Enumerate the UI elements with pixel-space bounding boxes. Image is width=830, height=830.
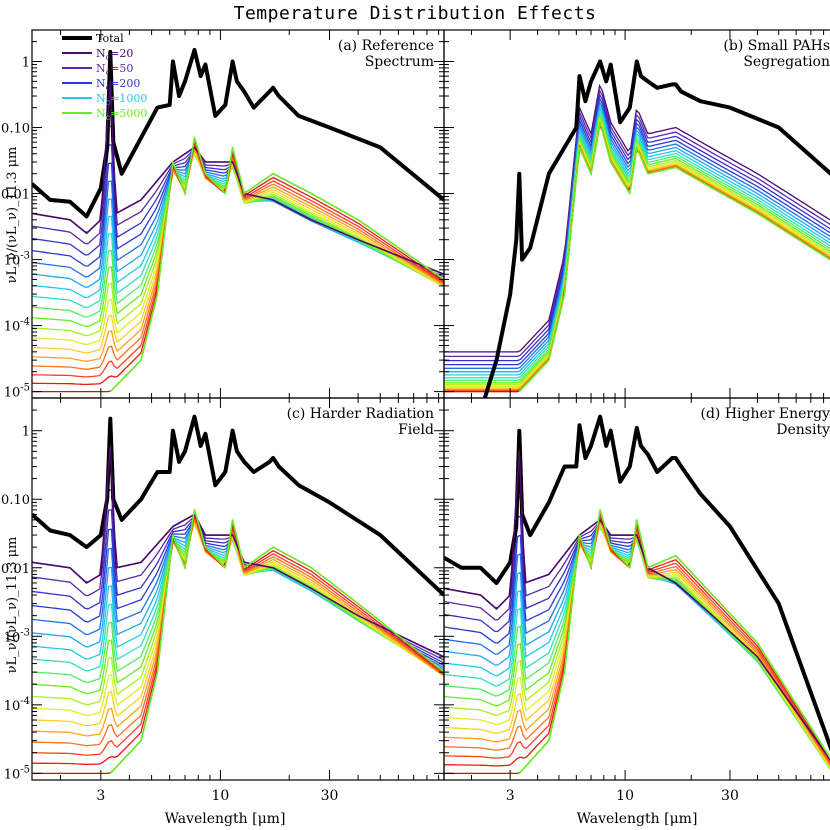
x-tick-label-c-2: 30 (321, 788, 339, 804)
x-tick-label-d-0: 3 (506, 788, 515, 804)
series-d-n-c-5000 (518, 509, 830, 774)
series-c-total (32, 414, 444, 597)
series-d-n-c-20 (444, 450, 830, 761)
series-a-n-c-20 (32, 80, 444, 275)
panel-title-b: (b) Small PAHs (723, 38, 830, 54)
y-tick-label-a-0: 1 (22, 55, 30, 70)
panel-c: 3 10 30 1 0.10 0.01 10-3 10-4 10-5 (c) Harder Rad… (1, 397, 445, 804)
y-tick-label-c-0: 1 (22, 425, 30, 440)
spectrum-line-b-6 (444, 106, 830, 376)
x-ticks-c (60, 398, 440, 780)
legend-label-5: Nc=5000 (96, 107, 147, 122)
panel-subtitle-c: Field (398, 422, 434, 438)
plot-area-b (444, 59, 830, 398)
y-tick-label-c-5: 10-5 (4, 764, 30, 782)
x-ticks-d (470, 398, 825, 780)
spectrum-line-b-4 (444, 100, 830, 369)
spectrum-line-b-12 (444, 120, 830, 389)
spectrum-line-b-8 (444, 112, 830, 382)
x-tick-label-c-0: 3 (96, 788, 105, 804)
y-axis-label-bottom: νL_ν/(νL_ν)_11.3 μm (5, 537, 20, 674)
x-tick-label-d-2: 30 (721, 788, 739, 804)
series-c-n-c-20 (32, 445, 444, 658)
y-tick-label-c-4: 10-4 (4, 696, 30, 714)
series-a-total (32, 47, 444, 219)
spectrum-line-b-1 (444, 88, 830, 358)
spectrum-line-b-2 (444, 92, 830, 362)
series-b-n-c-5000 (518, 121, 830, 393)
spectrum-line-d-12 (444, 522, 830, 768)
plot-area-a (32, 47, 444, 393)
series-a-n-c-5000 (109, 136, 444, 393)
series-d-total (444, 414, 830, 752)
spectrum-line-b-9 (444, 114, 830, 384)
spectrum-line-d-11 (444, 523, 830, 769)
spectrum-line-d-7 (444, 526, 830, 770)
legend-label-2: Nc=50 (96, 62, 133, 77)
spectrum-line-d-9 (444, 525, 830, 770)
spectrum-line-d-15 (444, 516, 830, 764)
spectrum-line-d-4 (444, 524, 830, 768)
y-tick-label-a-5: 10-5 (4, 383, 30, 401)
spectrum-line-b-14 (444, 122, 830, 391)
panel-a: 1 0.10 0.01 10-3 10-4 10-5 (a) ReferenceSpectr… (1, 29, 445, 401)
spectrum-line-b-10 (444, 116, 830, 386)
y-tick-label-c-3: 10-3 (4, 627, 30, 645)
y-tick-label-a-1: 0.10 (1, 122, 30, 137)
x-tick-label-c-1: 10 (211, 788, 229, 804)
spectrum-line-d-6 (444, 526, 830, 770)
spectrum-line-d-2 (444, 515, 830, 765)
y-ticks-c (32, 397, 444, 774)
panel-subtitle-b: Segregation (743, 54, 830, 70)
plot-area-c (32, 414, 444, 775)
y-tick-label-a-3: 10-3 (4, 251, 30, 269)
spectrum-line-b-7 (444, 109, 830, 379)
spectrum-line-d-10 (444, 524, 830, 770)
spectrum-line-d-8 (444, 525, 830, 770)
x-axis-label-right: Wavelength [μm] (577, 811, 698, 827)
spectrum-line-a-2 (32, 144, 444, 280)
x-axis-label-left: Wavelength [μm] (165, 811, 286, 827)
panel-title-d: (d) Higher Energy (700, 406, 830, 422)
panel-subtitle-d: Density (776, 422, 830, 438)
y-tick-label-a-4: 10-4 (4, 317, 30, 335)
panel-frame-d (443, 397, 830, 781)
figure-title: Temperature Distribution Effects (233, 3, 597, 24)
panel-title-c: (c) Harder Radiation (287, 406, 434, 422)
spectrum-line-c-2 (32, 508, 444, 664)
y-axis-label-top: νL_ν/(νL_ν)_11.3 μm (5, 147, 20, 284)
y-ticks-d (444, 397, 454, 774)
plot-area-d (444, 414, 830, 775)
legend-label-4: Nc=1000 (96, 92, 147, 107)
x-ticks-a (60, 30, 440, 398)
spectrum-line-b-0 (444, 83, 830, 353)
spectrum-line-b-15 (444, 123, 830, 392)
panel-subtitle-a: Spectrum (365, 54, 434, 70)
spectrum-line-b-3 (444, 96, 830, 366)
y-ticks-b (444, 29, 454, 393)
x-tick-label-d-1: 10 (616, 788, 634, 804)
series-b-total (482, 59, 830, 398)
spectrum-line-d-17 (444, 511, 830, 775)
spectrum-line-b-11 (444, 118, 830, 388)
legend-label-3: Nc=200 (96, 77, 140, 92)
spectrum-line-b-13 (444, 121, 830, 391)
y-tick-label-c-1: 0.10 (1, 493, 30, 508)
spectrum-line-d-16 (444, 514, 830, 767)
legend-label-1: Nc=20 (96, 47, 133, 62)
spectrum-line-b-5 (444, 103, 830, 373)
y-tick-label-a-2: 0.01 (1, 188, 30, 203)
panel-title-a: (a) Reference (338, 38, 434, 54)
y-tick-label-c-2: 0.01 (1, 562, 30, 577)
y-ticks-a (32, 29, 444, 393)
spectrum-line-d-5 (444, 525, 830, 769)
x-ticks-b (470, 30, 825, 398)
legend-label-0: Total (96, 32, 124, 45)
series-c-n-c-5000 (109, 509, 444, 774)
